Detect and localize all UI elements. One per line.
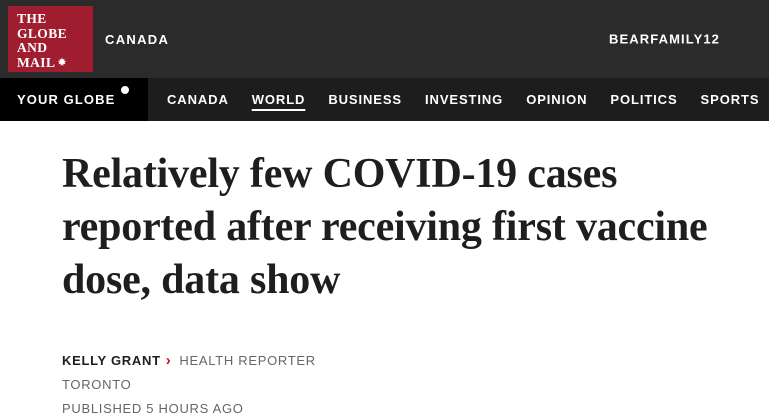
nav-items: CANADA WORLD BUSINESS INVESTING OPINION …: [167, 78, 759, 121]
article-location: TORONTO: [62, 377, 132, 392]
nav-item-business[interactable]: BUSINESS: [328, 92, 403, 107]
byline-location-row: TORONTO: [62, 377, 769, 392]
byline-published-row: PUBLISHED 5 HOURS AGO: [62, 401, 769, 416]
byline-author-row: KELLY GRANT › HEALTH REPORTER: [62, 353, 769, 368]
nav-item-investing[interactable]: INVESTING: [425, 92, 504, 107]
logo-line: GLOBE: [17, 25, 68, 41]
article-byline: KELLY GRANT › HEALTH REPORTER TORONTO PU…: [62, 353, 769, 416]
nav-item-world[interactable]: WORLD: [251, 92, 306, 107]
globe-and-mail-logo[interactable]: THE GLOBE AND MAIL: [8, 6, 93, 72]
nav-item-politics[interactable]: POLITICS: [610, 92, 678, 107]
logo-line: MAIL: [17, 55, 93, 71]
published-timestamp: PUBLISHED 5 HOURS AGO: [62, 401, 244, 416]
maple-leaf-icon: [57, 56, 67, 71]
article-main: Relatively few COVID-19 cases reported a…: [0, 121, 769, 416]
logo-line: AND: [17, 40, 48, 55]
notification-dot-icon: [121, 86, 129, 94]
logo-line: THE: [17, 11, 47, 26]
username-label[interactable]: BEARFAMILY12: [609, 31, 720, 47]
chevron-right-icon: ›: [165, 352, 172, 369]
author-name[interactable]: KELLY GRANT: [62, 353, 161, 368]
your-globe-tab[interactable]: YOUR GLOBE: [0, 78, 148, 121]
top-header: THE GLOBE AND MAIL CANADA BEARFAMILY12: [0, 0, 769, 78]
your-globe-label: YOUR GLOBE: [17, 92, 116, 107]
nav-item-opinion[interactable]: OPINION: [526, 92, 588, 107]
article-headline: Relatively few COVID-19 cases reported a…: [62, 151, 708, 303]
nav-item-sports[interactable]: SPORTS: [700, 92, 760, 107]
author-role: HEALTH REPORTER: [179, 353, 316, 368]
nav-item-canada[interactable]: CANADA: [167, 92, 229, 107]
main-nav: YOUR GLOBE CANADA WORLD BUSINESS INVESTI…: [0, 78, 769, 121]
header-section-label[interactable]: CANADA: [105, 31, 170, 47]
